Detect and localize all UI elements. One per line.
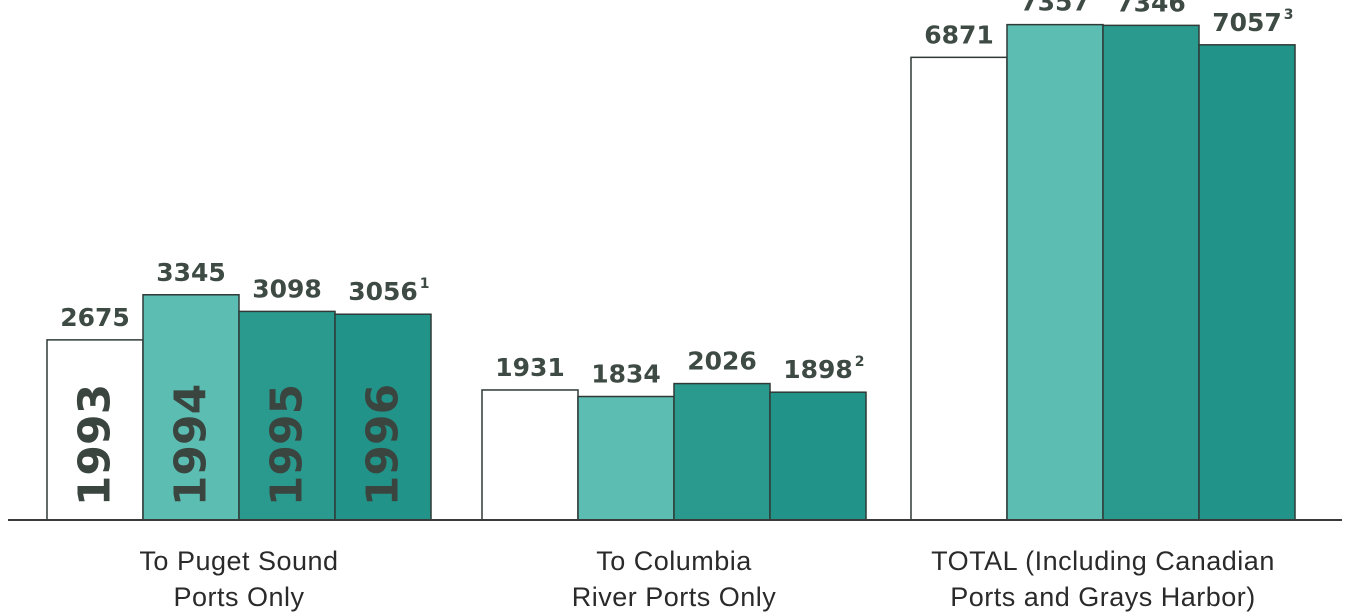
value-label-1993-group-1: 2675: [60, 303, 130, 332]
value-label-1996-group-2: 1898: [783, 355, 853, 384]
bar-1996-group-2: [769, 391, 867, 521]
category-label-2-line-1: To Columbia: [596, 546, 752, 576]
year-label-1996: 1996: [358, 384, 409, 506]
bar-1996-group-3: [1198, 44, 1296, 521]
value-label-1994-group-1: 3345: [156, 258, 226, 287]
bar-1995-group-2: [673, 382, 771, 521]
category-label-2-line-2: River Ports Only: [572, 582, 777, 612]
value-label-1996-group-1: 3056: [348, 277, 418, 306]
bar-1993-group-3: [910, 56, 1008, 521]
category-label-1-line-2: Ports Only: [173, 582, 304, 612]
value-label-1995-group-3: 7346: [1116, 0, 1186, 17]
footnote-marker-1996-group-2: 2: [855, 354, 865, 370]
year-label-1994: 1994: [166, 384, 217, 506]
year-label-1993: 1993: [70, 384, 121, 506]
category-label-3-line-1: TOTAL (Including Canadian: [931, 546, 1275, 576]
value-label-1993-group-2: 1931: [495, 353, 565, 382]
category-label-1-line-1: To Puget Sound: [139, 546, 338, 576]
value-label-1994-group-3: 7357: [1020, 0, 1090, 17]
value-label-1993-group-3: 6871: [924, 20, 994, 49]
bar-1995-group-1: [238, 310, 336, 521]
bar-1995-group-3: [1102, 24, 1200, 521]
bar-1993-group-1: [46, 339, 144, 521]
bar-1996-group-1: [334, 313, 432, 521]
bar-1993-group-2: [481, 389, 579, 521]
value-label-1994-group-2: 1834: [591, 360, 661, 389]
category-label-3-line-2: Ports and Grays Harbor): [950, 582, 1256, 612]
bar-1994-group-3: [1006, 23, 1104, 521]
year-label-1995: 1995: [262, 384, 313, 506]
footnote-marker-1996-group-3: 3: [1284, 7, 1294, 23]
bar-1994-group-2: [577, 395, 675, 521]
value-label-1995-group-1: 3098: [252, 274, 322, 303]
bar-1994-group-1: [142, 294, 240, 521]
value-label-1996-group-3: 7057: [1212, 8, 1282, 37]
value-label-1995-group-2: 2026: [687, 347, 757, 376]
footnote-marker-1996-group-1: 1: [420, 276, 430, 292]
